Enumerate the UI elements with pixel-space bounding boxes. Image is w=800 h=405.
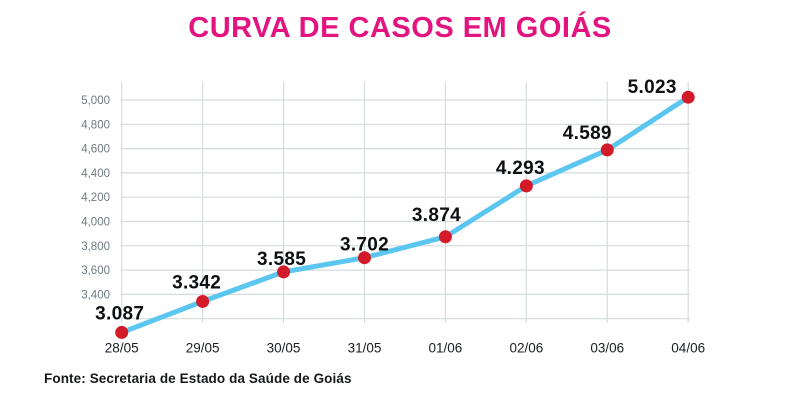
data-point (277, 265, 291, 279)
x-tick-label: 04/06 (671, 341, 705, 356)
data-point (600, 143, 614, 157)
data-point-label: 3.585 (257, 249, 306, 270)
y-tick-label: 3,800 (81, 241, 110, 253)
x-tick-label: 29/05 (186, 341, 220, 356)
data-point (115, 325, 129, 339)
y-tick-label: 3,400 (81, 289, 110, 301)
data-point-label: 5.023 (628, 77, 677, 98)
y-tick-label: 4,800 (81, 119, 110, 131)
y-tick-label: 3,600 (81, 265, 110, 277)
data-point (357, 251, 371, 265)
data-point-label: 4.293 (496, 158, 545, 179)
data-point (681, 90, 695, 104)
x-tick-label: 31/05 (348, 341, 382, 356)
y-tick-label: 4,200 (81, 192, 110, 204)
y-tick-label: 4,000 (81, 217, 110, 229)
y-tick-label: 4,400 (81, 168, 110, 180)
data-point-label: 3.702 (340, 235, 389, 256)
x-tick-label: 03/06 (590, 341, 624, 356)
chart-title: CURVA DE CASOS EM GOIÁS (188, 12, 612, 44)
data-point-label: 3.342 (172, 272, 221, 293)
x-tick-label: 28/05 (105, 341, 139, 356)
data-point-label: 3.087 (95, 303, 144, 324)
x-tick-label: 30/05 (267, 341, 301, 356)
data-point (519, 179, 533, 193)
data-point-label: 3.874 (412, 205, 461, 226)
source-credit: Fonte: Secretaria de Estado da Saúde de … (44, 371, 352, 386)
x-tick-label: 02/06 (509, 341, 543, 356)
data-point (438, 230, 452, 244)
y-tick-label: 5,000 (81, 95, 110, 107)
trend-line (119, 94, 691, 335)
x-tick-label: 01/06 (429, 341, 463, 356)
data-point-label: 4.589 (563, 123, 612, 144)
y-tick-label: 4,600 (81, 144, 110, 156)
data-point (196, 294, 210, 308)
